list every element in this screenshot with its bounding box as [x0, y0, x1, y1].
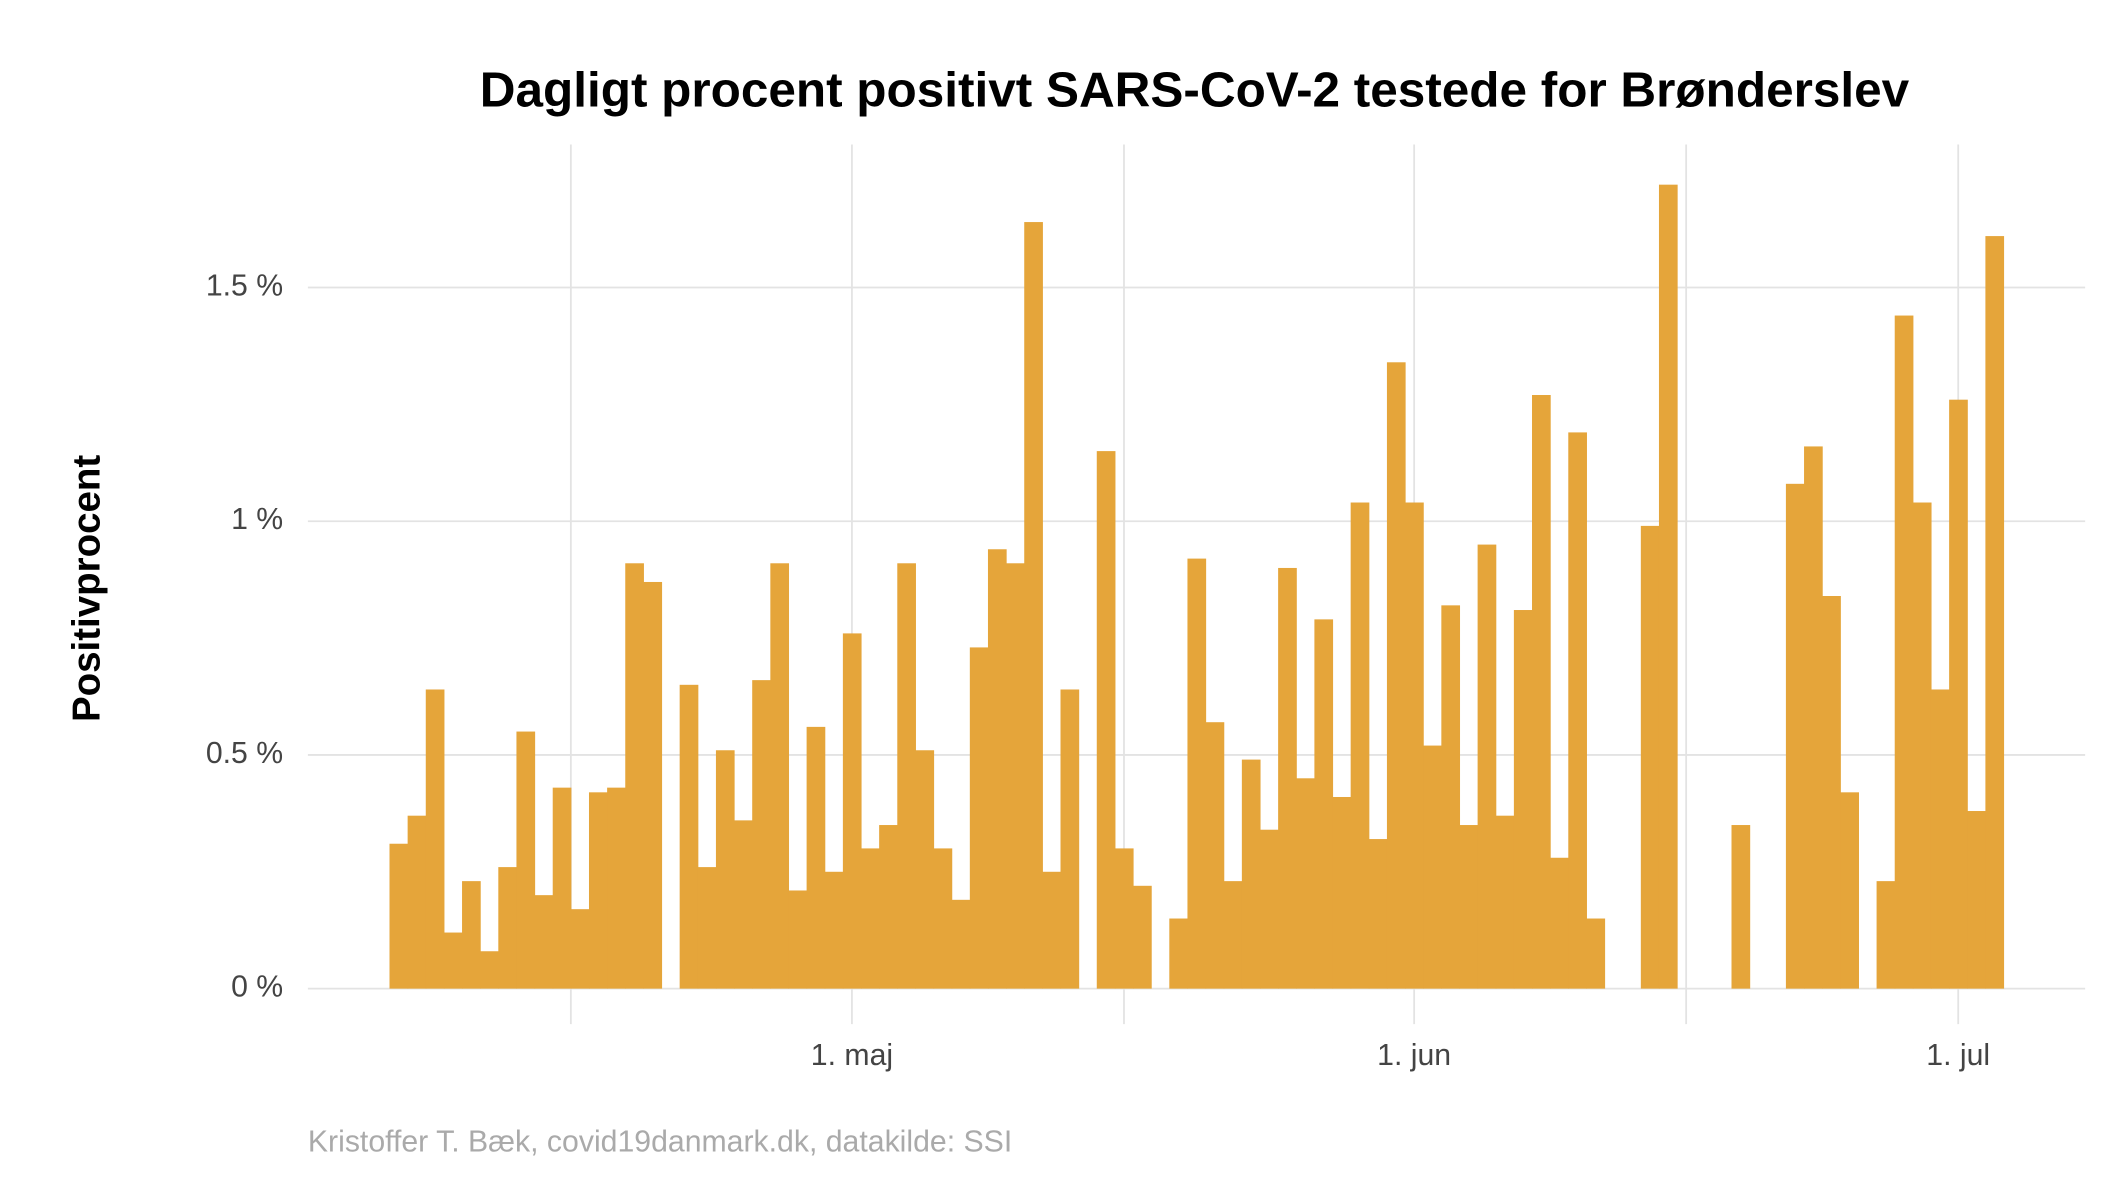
bar [1930, 689, 1950, 989]
bar [462, 881, 481, 989]
bar [498, 867, 517, 989]
bar [1477, 544, 1497, 989]
bar [1332, 796, 1352, 989]
bar [570, 909, 590, 989]
bar [1259, 829, 1279, 989]
bar [643, 581, 663, 989]
bar [1532, 395, 1551, 989]
bar [1949, 399, 1968, 989]
bar [806, 726, 826, 989]
bar [1985, 236, 2005, 989]
bar [1967, 811, 1986, 989]
bar [1513, 610, 1533, 989]
bar [1441, 605, 1461, 989]
bar [1024, 222, 1043, 989]
bar [1314, 619, 1334, 989]
bar [389, 843, 409, 989]
bar [1042, 871, 1062, 989]
bar [1840, 792, 1859, 989]
bar [1405, 502, 1424, 989]
bar [1223, 881, 1243, 989]
bar [842, 633, 862, 989]
bar [1006, 563, 1025, 989]
bar [987, 549, 1007, 989]
bar [1459, 825, 1479, 989]
bar [1640, 525, 1660, 989]
bars [389, 184, 2005, 989]
bar [1423, 745, 1442, 989]
bar [443, 932, 463, 989]
bar [1187, 558, 1207, 989]
bar [552, 787, 572, 989]
bar [1804, 446, 1823, 989]
bar [625, 563, 644, 989]
bar [1731, 825, 1751, 989]
bar [715, 750, 735, 989]
bar [933, 848, 953, 989]
bar [1169, 918, 1188, 989]
bar [1495, 815, 1515, 989]
bar [915, 750, 935, 989]
bar [697, 867, 717, 989]
bar [1785, 483, 1805, 989]
bar [1386, 362, 1406, 989]
caption: Kristoffer T. Bæk, covid19danmark.dk, da… [308, 1126, 1012, 1159]
y-axis-label: Positivprocent [66, 455, 109, 722]
bar [1876, 881, 1896, 989]
bar [1114, 848, 1134, 989]
chart-title: Dagligt procent positivt SARS-CoV-2 test… [480, 63, 1910, 118]
bar [824, 871, 844, 989]
x-tick-label: 1. maj [811, 1039, 893, 1072]
bar [1658, 184, 1678, 989]
bar [879, 825, 898, 989]
bar [1822, 596, 1841, 989]
x-tick-label: 1. jul [1926, 1039, 1990, 1072]
bar [1133, 885, 1152, 989]
bar [407, 815, 427, 989]
bar [1096, 451, 1116, 989]
bar [770, 563, 790, 989]
bar [861, 848, 880, 989]
bar [516, 731, 536, 989]
bar [1350, 502, 1370, 989]
bar [1586, 918, 1606, 989]
bar [788, 890, 808, 989]
bar [1894, 315, 1914, 989]
bar [588, 792, 608, 989]
bar [752, 680, 771, 989]
bar [969, 647, 989, 989]
x-tick-label: 1. jun [1377, 1039, 1451, 1072]
bar [1368, 839, 1388, 989]
bar [425, 689, 445, 989]
bar [679, 684, 699, 989]
bar [1568, 432, 1587, 989]
bar [1060, 689, 1080, 989]
y-tick-label: 1 % [231, 503, 283, 536]
bar [1550, 857, 1569, 989]
bar [951, 899, 971, 989]
y-tick-label: 0 % [231, 971, 283, 1004]
bar [897, 563, 916, 989]
bar [607, 787, 626, 989]
bar [1241, 759, 1261, 989]
bar [1278, 567, 1297, 989]
bar [1296, 778, 1315, 989]
bar [1205, 722, 1225, 989]
bar [734, 820, 753, 989]
y-tick-label: 0.5 % [206, 737, 283, 770]
bar [1912, 502, 1932, 989]
y-tick-label: 1.5 % [206, 269, 283, 302]
bar [534, 895, 554, 989]
bar [480, 951, 499, 989]
